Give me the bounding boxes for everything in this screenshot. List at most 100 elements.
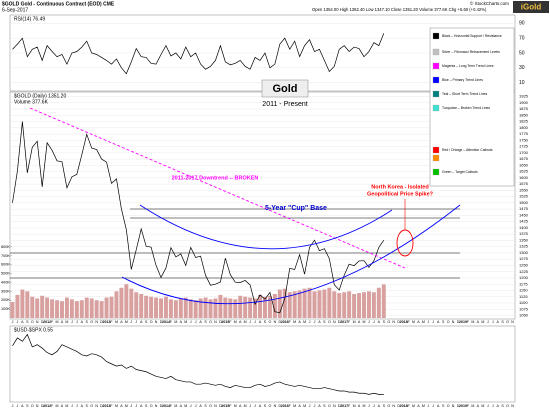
- volume-bar: [307, 287, 312, 318]
- x-tick-label: J: [254, 404, 256, 408]
- x-tick-label: M: [115, 320, 118, 324]
- volume-bar: [50, 299, 55, 318]
- volume-bar: [74, 301, 79, 318]
- x-tick-label: J: [130, 320, 132, 324]
- volume-bar: [178, 298, 183, 318]
- x-tick-label: A: [437, 404, 440, 408]
- x-tick-label: J: [309, 320, 311, 324]
- y-tick-label: 1675: [519, 156, 529, 161]
- x-tick-label: N: [36, 404, 39, 408]
- y-tick-label: 1825: [519, 119, 529, 124]
- y-tick-label: 1575: [519, 181, 529, 186]
- x-tick-label: J: [190, 320, 192, 324]
- x-tick-label: 2014: [162, 320, 170, 324]
- volume-bar: [243, 296, 248, 318]
- legend: Black – Horizontal Support / Resistance S…: [429, 27, 515, 187]
- x-tick-label: A: [120, 320, 123, 324]
- x-tick-label: A: [496, 404, 499, 408]
- y2-tick-label: 100K: [1, 307, 10, 311]
- x-tick-label: A: [259, 320, 262, 324]
- volume-bar: [60, 301, 64, 318]
- x-tick-label: O: [447, 320, 450, 324]
- x-tick-label: M: [303, 320, 306, 324]
- x-tick-label: N: [155, 320, 158, 324]
- x-tick-label: J: [368, 320, 370, 324]
- x-tick-label: J: [76, 404, 78, 408]
- y-tick-label: 1550: [519, 187, 529, 192]
- x-tick-label: J: [76, 320, 78, 324]
- legend-label: Blue – Primary Trend Lines: [442, 78, 483, 82]
- volume-bar: [352, 294, 357, 318]
- x-tick-label: M: [471, 404, 474, 408]
- x-tick-label: D: [41, 320, 44, 324]
- x-tick-label: M: [481, 404, 484, 408]
- x-tick-label: 2017: [340, 320, 348, 324]
- volume-bar: [30, 296, 35, 318]
- data-line: [12, 333, 384, 395]
- x-tick-label: S: [383, 320, 386, 324]
- x-tick-label: M: [422, 404, 425, 408]
- x-tick-label: F: [348, 404, 351, 408]
- x-tick-label: J: [492, 404, 494, 408]
- x-tick-label: 2017: [340, 404, 348, 408]
- x-tick-label: M: [293, 320, 296, 324]
- x-tick-label: D: [338, 404, 341, 408]
- x-tick-label: A: [417, 404, 420, 408]
- volume-bar: [213, 298, 218, 318]
- x-tick-label: O: [90, 404, 93, 408]
- x-tick-label: D: [457, 404, 460, 408]
- x-tick-label: F: [407, 320, 410, 324]
- data-line: [12, 33, 385, 75]
- x-tick-label: A: [298, 404, 301, 408]
- x-tick-label: S: [442, 320, 445, 324]
- x-tick-label: D: [219, 320, 222, 324]
- volume-bar: [233, 299, 238, 318]
- x-tick-label: A: [496, 320, 499, 324]
- volume-bar: [366, 291, 371, 318]
- volume-bar: [381, 284, 386, 318]
- volume-bar: [124, 284, 129, 318]
- x-tick-label: N: [333, 320, 336, 324]
- volume-bar: [104, 297, 109, 318]
- panel-label: RSI(14) 76.49: [14, 16, 45, 22]
- x-tick-label: A: [61, 404, 64, 408]
- y-tick-label: 1775: [519, 131, 529, 136]
- x-tick-label: A: [358, 320, 361, 324]
- y-tick-label: 30: [519, 65, 525, 71]
- x-tick-label: J: [249, 404, 251, 408]
- volume-bar: [35, 298, 40, 318]
- y-tick-label: 1200: [519, 275, 529, 280]
- x-tick-label: 2018: [400, 320, 408, 324]
- volume-bar: [312, 291, 317, 318]
- y2-tick-label: 200K: [1, 298, 10, 302]
- x-tick-label: 2015: [221, 320, 229, 324]
- y-tick-label: 1075: [519, 306, 529, 311]
- y-tick-label: 1350: [519, 237, 529, 242]
- x-tick-label: M: [234, 320, 237, 324]
- x-tick-label: J: [487, 404, 489, 408]
- legend-label: Black – Horizontal Support / Resistance: [442, 34, 502, 38]
- chart-title: Gold: [272, 83, 297, 95]
- y-tick-label: 1125: [519, 294, 528, 299]
- x-tick-label: F: [110, 320, 113, 324]
- x-tick-label: N: [452, 404, 455, 408]
- annotation: North Korea - Isolated: [371, 184, 428, 190]
- volume-bar: [15, 294, 20, 318]
- y-tick-label: 1700: [519, 150, 529, 155]
- x-tick-label: S: [501, 320, 504, 324]
- x-tick-label: M: [125, 404, 128, 408]
- x-tick-label: O: [90, 320, 93, 324]
- x-tick-label: A: [259, 404, 262, 408]
- x-tick-label: M: [174, 320, 177, 324]
- x-tick-label: F: [467, 404, 470, 408]
- y-tick-label: 1250: [519, 263, 529, 268]
- x-tick-label: M: [422, 320, 425, 324]
- y-tick-label: 1475: [519, 206, 529, 211]
- volume-bar: [218, 294, 223, 318]
- x-tick-label: 2013: [103, 320, 111, 324]
- x-tick-label: S: [264, 320, 267, 324]
- x-tick-label: O: [447, 404, 450, 408]
- x-tick-label: N: [392, 404, 395, 408]
- x-tick-label: D: [160, 404, 163, 408]
- x-tick-label: A: [239, 320, 242, 324]
